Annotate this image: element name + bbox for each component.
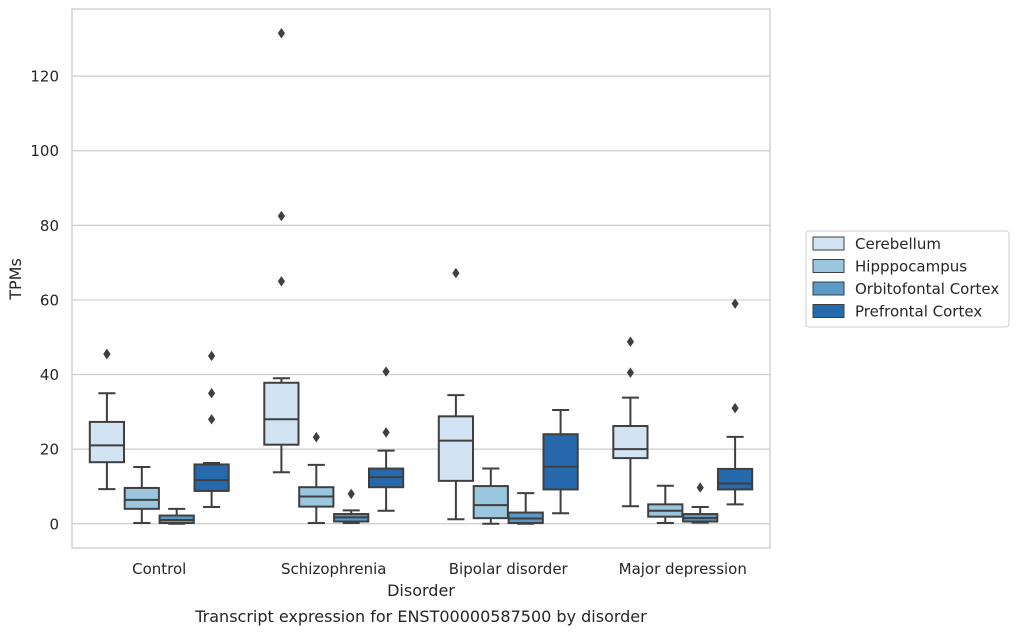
y-tick-label-80: 80	[40, 217, 59, 235]
box-4-3	[542, 408, 579, 515]
box-3-4	[682, 482, 719, 524]
outlier-point	[696, 482, 704, 493]
box-body	[542, 433, 579, 491]
box-1-4	[612, 336, 649, 508]
legend-item-2: Hipppocampus	[812, 258, 967, 276]
outlier-point	[208, 350, 216, 362]
outlier-point	[103, 348, 111, 360]
box-4-1	[193, 350, 230, 508]
box-2-1	[123, 466, 160, 525]
legend-swatch	[812, 236, 845, 251]
outlier-point	[277, 210, 285, 222]
legend-swatch	[812, 304, 845, 318]
box-body	[123, 486, 160, 510]
legend-label: Hipppocampus	[855, 258, 967, 276]
y-tick-label-20: 20	[40, 441, 59, 459]
box-body	[88, 420, 126, 464]
box-2-3	[472, 467, 509, 525]
legend-item-1: Cerebellum	[812, 235, 941, 253]
box-body	[716, 467, 754, 491]
plot-frame	[71, 8, 771, 549]
chart-caption: Transcript expression for ENST0000058750…	[194, 607, 647, 626]
outlier-point	[208, 388, 216, 399]
outlier-point	[452, 267, 460, 279]
y-axis-title: TPMs	[6, 258, 25, 301]
y-tick-labels: 0 20 40 60 80 100 120	[30, 68, 59, 534]
x-tick-label-3: Bipolar disorder	[449, 560, 569, 578]
y-tick-label-40: 40	[40, 366, 59, 384]
box-1-1	[88, 348, 126, 491]
legend-label: Cerebellum	[855, 235, 941, 253]
box-4-2	[367, 366, 405, 512]
outlier-point	[731, 402, 739, 414]
outlier-point	[277, 276, 285, 287]
box-body	[193, 463, 230, 492]
x-axis-title: Disorder	[387, 581, 455, 600]
legend-item-3: Orbitofontal Cortex	[812, 280, 999, 298]
outlier-point	[626, 367, 634, 378]
y-tick-label-60: 60	[40, 291, 59, 309]
legend-swatch	[812, 259, 845, 273]
legend-frame	[805, 230, 1010, 328]
legend-label: Prefrontal Cortex	[855, 303, 982, 321]
box-body	[437, 415, 475, 482]
outlier-point	[312, 432, 320, 443]
outlier-point	[626, 336, 634, 347]
box-3-1	[158, 507, 195, 525]
x-tick-label-4: Major depression	[619, 560, 747, 578]
legend-swatch	[812, 281, 845, 296]
box-1-2	[263, 28, 300, 474]
legend: Cerebellum Hipppocampus Orbitofontal Corte…	[805, 230, 1010, 328]
y-tick-label-0: 0	[49, 515, 59, 533]
box-3-2	[333, 488, 370, 525]
gridlines	[72, 75, 770, 525]
legend-label: Orbitofontal Cortex	[855, 280, 999, 298]
box-body	[472, 485, 509, 520]
outlier-point	[731, 298, 739, 309]
box-2-4	[647, 484, 684, 525]
outlier-point	[277, 28, 285, 39]
outlier-point	[382, 427, 390, 438]
outlier-point	[208, 414, 216, 425]
box-body	[612, 425, 649, 460]
box-body	[263, 381, 300, 446]
x-tick-label-2: Schizophrenia	[281, 560, 386, 578]
outlier-point	[347, 488, 355, 500]
outlier-point	[382, 366, 390, 377]
legend-item-4: Prefrontal Cortex	[812, 303, 982, 321]
x-tick-labels: Control Schizophrenia Bipolar disorder Majo…	[132, 560, 747, 578]
y-tick-label-100: 100	[30, 142, 59, 160]
box-4-4	[716, 298, 754, 506]
box-3-3	[507, 492, 544, 525]
y-tick-label-120: 120	[30, 68, 59, 86]
boxes	[88, 28, 754, 525]
x-tick-label-1: Control	[132, 560, 186, 578]
box-1-3	[437, 267, 475, 521]
box-2-2	[298, 432, 335, 525]
